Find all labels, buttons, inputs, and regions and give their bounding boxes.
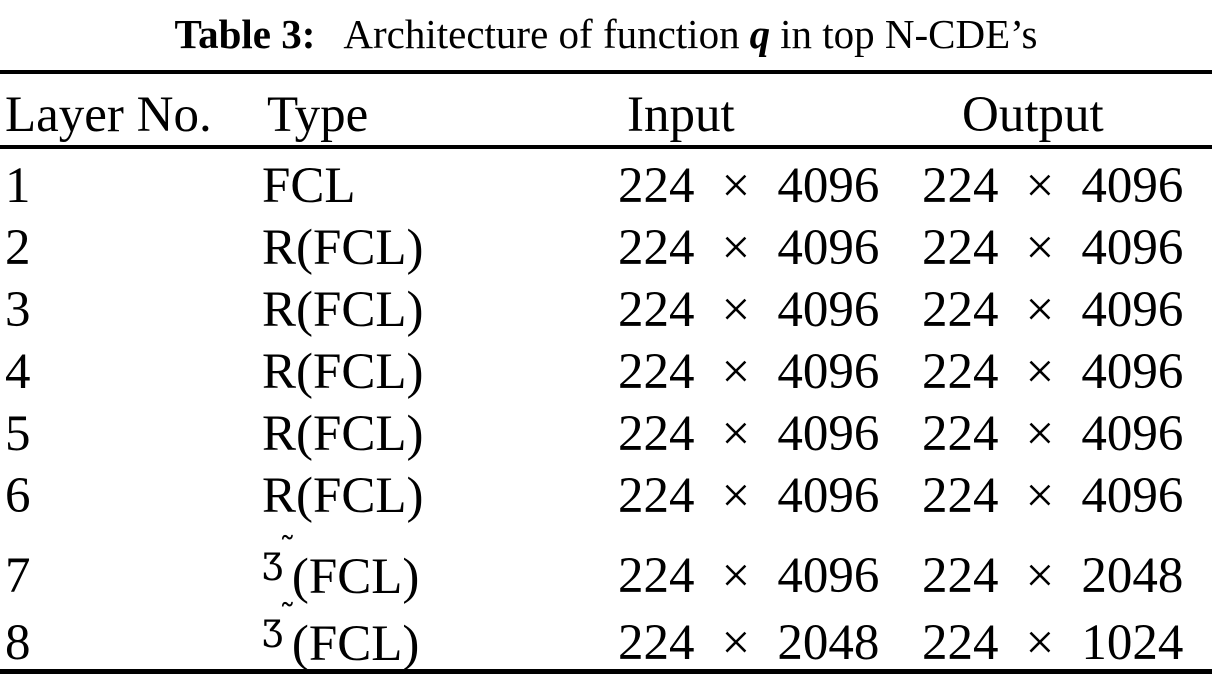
caption-text-after-q: in top N-CDE’s [780,11,1038,57]
activation-symbol: Ʒ ˜ [262,600,296,656]
table-row: 8 Ʒ ˜ (FCL) 224 × 2048 224 × 1024 [0,600,1212,671]
input-cell: 224 × 4096 [618,547,880,604]
activation-symbol-accent: ˜ [278,597,296,637]
type-cell: Ʒ ˜ (FCL) [262,533,618,605]
type-label: (FCL) [291,616,420,672]
table-row: 4 R(FCL) 224 × 4096 224 × 4096 [0,335,1212,400]
column-header-type: Type [267,87,369,143]
table-row: 2 R(FCL) 224 × 4096 224 × 4096 [0,211,1212,276]
input-cell: 224 × 4096 [618,282,880,338]
layer-number-cell: 2 [5,220,31,276]
table-row: 5 R(FCL) 224 × 4096 224 × 4096 [0,397,1212,462]
table-row: 1 FCL 224 × 4096 224 × 4096 [0,149,1212,214]
input-cell: 224 × 4096 [618,468,880,524]
table-header-row: Layer No. Type Input Output [0,74,1212,145]
caption-label: Table 3: [174,11,316,57]
output-cell: 224 × 4096 [922,344,1184,400]
table-row: 7 Ʒ ˜ (FCL) 224 × 4096 224 × 2048 [0,521,1212,605]
layer-number-cell: 3 [5,282,31,338]
column-header-output: Output [962,87,1104,143]
type-cell: R(FCL) [262,220,424,276]
layer-number-cell: 4 [5,344,31,400]
output-cell: 224 × 2048 [922,547,1184,604]
type-cell: R(FCL) [262,282,424,338]
table-top-rule [0,70,1212,74]
activation-symbol-accent: ˜ [278,530,296,570]
layer-number-cell: 6 [5,468,31,524]
layer-number-cell: 1 [5,158,31,214]
input-cell: 224 × 4096 [618,406,880,462]
table-bottom-rule [0,669,1212,674]
table-row: 3 R(FCL) 224 × 4096 224 × 4096 [0,273,1212,338]
caption-q-symbol: q [749,11,771,57]
output-cell: 224 × 4096 [922,158,1184,214]
table-row: 6 R(FCL) 224 × 4096 224 × 4096 [0,459,1212,524]
output-cell: 224 × 1024 [922,614,1184,671]
input-cell: 224 × 4096 [618,158,880,214]
table-caption: Table 3: Architecture of function q in top … [0,6,1212,62]
type-label: (FCL) [291,549,420,605]
type-cell: Ʒ ˜ (FCL) [262,600,618,672]
activation-symbol-base: Ʒ [262,613,283,656]
type-cell: R(FCL) [262,406,424,462]
table-rows: 1 FCL 224 × 4096 224 × 4096 2 R(FCL) 224 × 409… [0,149,1212,671]
type-cell: R(FCL) [262,468,424,524]
layer-number-cell: 7 [5,547,31,604]
type-cell: FCL [262,158,356,214]
type-cell: R(FCL) [262,344,424,400]
layer-number-cell: 5 [5,406,31,462]
output-cell: 224 × 4096 [922,220,1184,276]
activation-symbol-base: Ʒ [262,546,283,589]
column-header-input: Input [627,87,735,143]
activation-symbol: Ʒ ˜ [262,533,296,589]
output-cell: 224 × 4096 [922,282,1184,338]
table-mid-rule [0,145,1212,149]
input-cell: 224 × 4096 [618,220,880,276]
output-cell: 224 × 4096 [922,468,1184,524]
output-cell: 224 × 4096 [922,406,1184,462]
layer-number-cell: 8 [5,614,31,671]
column-header-layer-no: Layer No. [5,87,212,143]
input-cell: 224 × 4096 [618,344,880,400]
input-cell: 224 × 2048 [618,614,880,671]
caption-text-before-q: Architecture of function [343,11,740,57]
